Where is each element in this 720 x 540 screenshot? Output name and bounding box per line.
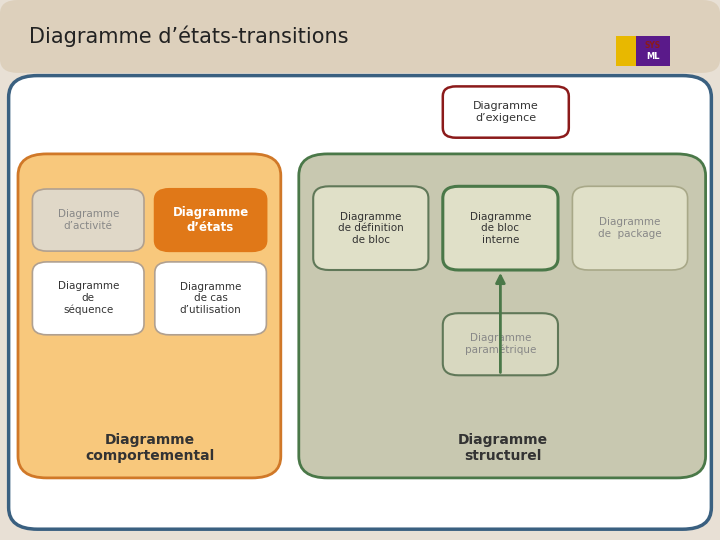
FancyBboxPatch shape <box>636 36 670 66</box>
Text: Diagramme
de
séquence: Diagramme de séquence <box>58 281 119 315</box>
FancyBboxPatch shape <box>443 86 569 138</box>
Text: Diagramme
d’activité: Diagramme d’activité <box>58 209 119 231</box>
Text: Diagramme
de définition
de bloc: Diagramme de définition de bloc <box>338 212 404 245</box>
FancyBboxPatch shape <box>155 262 266 335</box>
Text: ML: ML <box>647 52 660 61</box>
FancyBboxPatch shape <box>299 154 706 478</box>
FancyBboxPatch shape <box>18 154 281 478</box>
FancyBboxPatch shape <box>443 313 558 375</box>
FancyBboxPatch shape <box>155 189 266 251</box>
Text: Diagramme
structurel: Diagramme structurel <box>457 433 548 463</box>
Text: SYS: SYS <box>645 42 661 50</box>
Text: Diagramme
d’exigence: Diagramme d’exigence <box>473 102 539 123</box>
Text: Diagramme
de  package: Diagramme de package <box>598 217 662 239</box>
FancyBboxPatch shape <box>443 186 558 270</box>
FancyBboxPatch shape <box>9 76 711 529</box>
FancyBboxPatch shape <box>572 186 688 270</box>
Text: Diagramme
comportemental: Diagramme comportemental <box>85 433 215 463</box>
FancyBboxPatch shape <box>32 262 144 335</box>
Text: Diagramme
paramétrique: Diagramme paramétrique <box>464 333 536 355</box>
Text: Diagramme
d’états: Diagramme d’états <box>173 206 248 234</box>
Text: Diagramme d’états-transitions: Diagramme d’états-transitions <box>29 26 348 48</box>
FancyBboxPatch shape <box>0 0 720 73</box>
FancyBboxPatch shape <box>313 186 428 270</box>
Text: Diagramme
de bloc
interne: Diagramme de bloc interne <box>469 212 531 245</box>
FancyBboxPatch shape <box>32 189 144 251</box>
Text: Diagramme
de cas
d’utilisation: Diagramme de cas d’utilisation <box>180 282 241 315</box>
FancyBboxPatch shape <box>616 36 650 66</box>
